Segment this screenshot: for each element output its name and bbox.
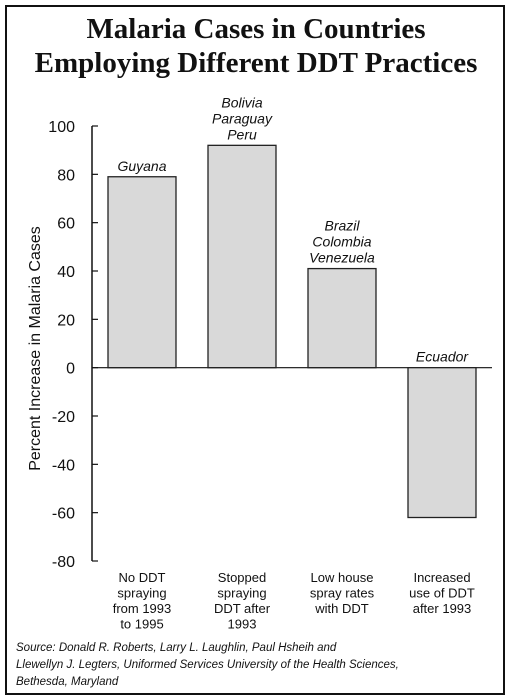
x-tick-label: 1993 bbox=[228, 617, 257, 632]
y-tick-label: 60 bbox=[57, 216, 75, 233]
chart-title-line-2: Employing Different DDT Practices bbox=[34, 47, 478, 79]
source-line-1: Source: Donald R. Roberts, Larry L. Laug… bbox=[16, 642, 337, 654]
bar-label: Peru bbox=[227, 126, 257, 142]
x-tick-label: DDT after bbox=[214, 601, 271, 616]
bar-label: Bolivia bbox=[221, 94, 262, 110]
source-note: Source: Donald R. Roberts, Larry L. Laug… bbox=[16, 640, 496, 691]
x-tick-label: from 1993 bbox=[113, 601, 172, 616]
bar-label: Brazil bbox=[324, 218, 360, 234]
bar bbox=[407, 367, 477, 519]
source-line-3: Bethesda, Maryland bbox=[16, 676, 119, 688]
y-tick-label: 80 bbox=[57, 167, 75, 184]
x-tick-label: spraying bbox=[117, 586, 166, 601]
x-tick-label: Increased bbox=[413, 570, 470, 585]
y-tick-label: 20 bbox=[57, 312, 75, 329]
y-tick-label: -60 bbox=[52, 506, 75, 523]
bar-label: Paraguay bbox=[212, 110, 273, 126]
x-tick-label: spraying bbox=[217, 586, 266, 601]
y-tick-label: -80 bbox=[52, 554, 75, 571]
x-tick-label: Low house bbox=[311, 570, 374, 585]
x-tick-label: with DDT bbox=[314, 601, 369, 616]
chart-title-line-1: Malaria Cases in Countries bbox=[86, 13, 426, 45]
bar bbox=[207, 144, 277, 369]
y-tick-label: 0 bbox=[66, 361, 75, 378]
x-tick-label: spray rates bbox=[310, 586, 375, 601]
bar-label: Ecuador bbox=[416, 349, 469, 365]
x-tick-label: No DDT bbox=[119, 570, 166, 585]
x-tick-label: use of DDT bbox=[409, 586, 475, 601]
bar-label: Colombia bbox=[312, 234, 371, 250]
y-tick-label: 40 bbox=[57, 264, 75, 281]
y-tick-label: 100 bbox=[48, 119, 75, 136]
source-line-2: Llewellyn J. Legters, Uniformed Services… bbox=[16, 659, 399, 671]
chart-frame bbox=[5, 5, 505, 695]
bar-label: Guyana bbox=[117, 158, 166, 174]
chart-title: Malaria Cases in Countries Employing Dif… bbox=[0, 12, 512, 80]
x-tick-label: after 1993 bbox=[413, 601, 472, 616]
bar bbox=[107, 176, 177, 369]
x-tick-label: to 1995 bbox=[120, 617, 163, 632]
bar bbox=[307, 267, 377, 369]
x-tick-label: Stopped bbox=[218, 570, 266, 585]
y-axis-label: Percent Increase in Malaria Cases bbox=[27, 226, 44, 471]
y-tick-label: -20 bbox=[52, 409, 75, 426]
bar-label: Venezuela bbox=[309, 250, 375, 266]
y-tick-label: -40 bbox=[52, 457, 75, 474]
